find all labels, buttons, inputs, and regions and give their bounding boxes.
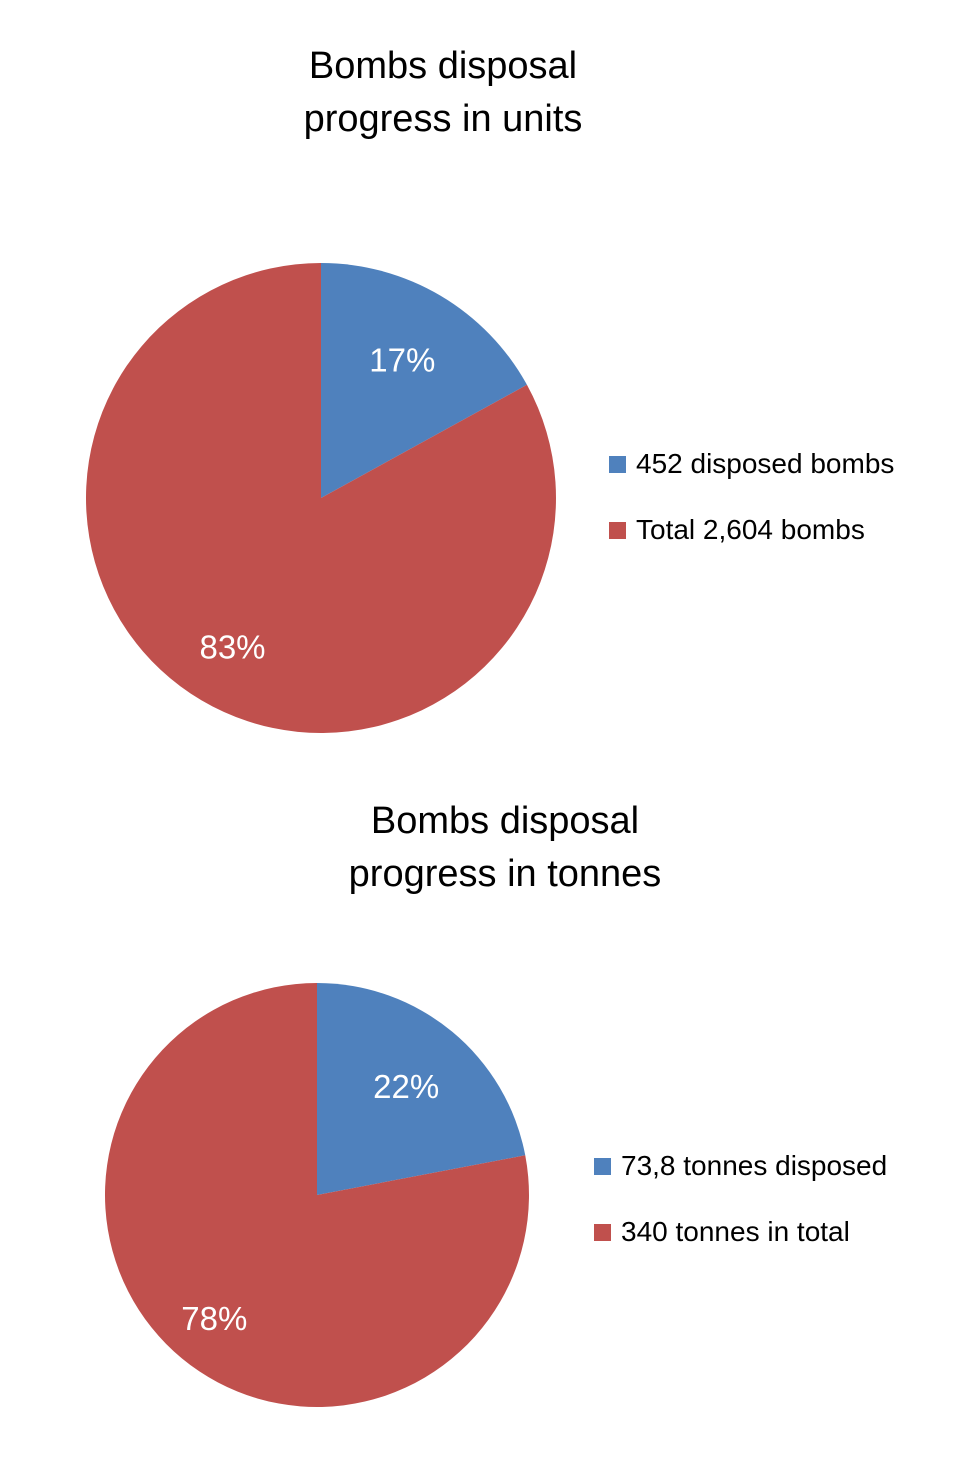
legend-label: 340 tonnes in total	[621, 1216, 850, 1247]
chart-title-line-1: Bombs disposal	[308, 45, 578, 87]
legend-swatch	[594, 1157, 611, 1175]
legend: 73,8 tonnes disposed 340 tonnes in total	[594, 1147, 887, 1279]
chart-title-line-2: progress in tonnes	[348, 853, 662, 895]
pie-chart: 22% 78%	[104, 983, 529, 1407]
pie-chart: 17% 83%	[85, 263, 556, 733]
pie-slice	[85, 263, 556, 733]
slice-label: 83%	[199, 629, 265, 666]
legend-item: 452 disposed bombs	[609, 445, 894, 483]
pie-slice	[317, 983, 526, 1195]
pie-slice	[104, 983, 529, 1407]
slice-label: 78%	[181, 1300, 247, 1337]
legend-item: 340 tonnes in total	[594, 1213, 887, 1251]
pie-slice	[321, 263, 527, 498]
chart-title-line-1: Bombs disposal	[370, 800, 640, 842]
legend-label: Total 2,604 bombs	[636, 514, 865, 545]
chart-title: Bombs disposal progress in units	[243, 40, 643, 146]
legend: 452 disposed bombs Total 2,604 bombs	[609, 445, 894, 577]
chart-title-line-2: progress in units	[303, 98, 583, 140]
slice-label: 17%	[369, 342, 435, 379]
legend-swatch	[609, 521, 626, 539]
legend-label: 452 disposed bombs	[636, 448, 895, 479]
legend-swatch	[609, 455, 626, 473]
chart-tonnes: Bombs disposal progress in tonnes 22% 78%…	[0, 760, 969, 1457]
chart-units: Bombs disposal progress in units 17% 83% …	[85, 40, 894, 733]
legend-swatch	[594, 1223, 611, 1241]
legend-item: 73,8 tonnes disposed	[594, 1147, 887, 1185]
legend-item: Total 2,604 bombs	[609, 511, 894, 549]
chart-title: Bombs disposal progress in tonnes	[305, 795, 705, 901]
legend-label: 73,8 tonnes disposed	[621, 1150, 888, 1181]
slice-label: 22%	[373, 1068, 439, 1105]
